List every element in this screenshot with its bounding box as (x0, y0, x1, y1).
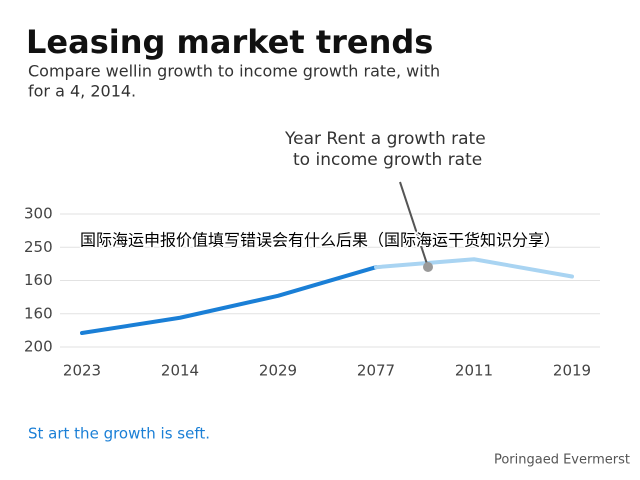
overlay-text: 国际海运申报价值填写错误会有什么后果（国际海运干货知识分享） (80, 231, 560, 250)
note: St art the growth is seft. (28, 425, 210, 443)
subtitle: Compare wellin growth to income growth r… (28, 62, 440, 81)
x-tick-label: 2019 (553, 362, 591, 380)
annotation: to income growth rate (293, 150, 482, 170)
x-tick-label: 2023 (63, 362, 101, 380)
pointer-dot (423, 262, 433, 272)
x-tick-label: 2014 (161, 362, 199, 380)
y-tick-label: 300 (24, 205, 53, 223)
y-tick-label: 160 (24, 271, 53, 289)
x-tick-label: 2011 (455, 362, 493, 380)
x-tick-label: 2077 (357, 362, 395, 380)
y-tick-label: 250 (24, 238, 53, 256)
annotation: Year Rent a growth rate (284, 129, 486, 149)
subtitle: for a 4, 2014. (28, 82, 136, 101)
source: Poringaed Evermerst (494, 453, 630, 468)
line (374, 257, 574, 279)
x-tick-label: 2029 (259, 362, 297, 380)
pointer (399, 181, 429, 268)
chart-title: Leasing market trends (26, 23, 433, 61)
line (80, 265, 378, 336)
plot: 200 160 160 250 300 2023 2014 2029 2077 2011 2019 (24, 205, 600, 380)
y-tick-label: 160 (24, 304, 53, 322)
y-tick-label: 200 (24, 338, 53, 356)
